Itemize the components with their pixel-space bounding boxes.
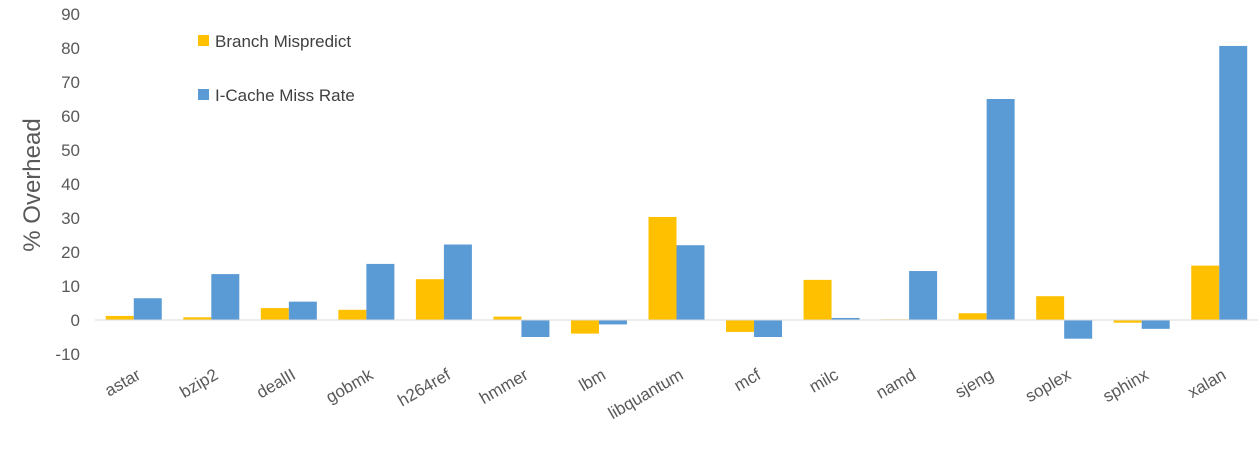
- legend: Branch Mispredict I-Cache Miss Rate: [198, 32, 355, 105]
- y-tick-label: -10: [55, 345, 80, 364]
- x-tick-label: lbm: [576, 365, 609, 395]
- bar-branch-mispredict-gobmk: [338, 309, 367, 320]
- bar-icache-miss-rate-gobmk: [366, 263, 395, 320]
- bar-branch-mispredict-milc: [803, 279, 832, 320]
- legend-label: I-Cache Miss Rate: [215, 86, 355, 105]
- y-tick-label: 20: [61, 243, 80, 262]
- x-tick-label: dealII: [253, 365, 299, 402]
- bar-branch-mispredict-lbm: [570, 320, 599, 334]
- y-axis-label: % Overhead: [19, 118, 46, 251]
- x-tick-label: milc: [806, 365, 842, 397]
- x-tick-label: sphinx: [1100, 365, 1152, 406]
- bar-branch-mispredict-h264ref: [415, 279, 444, 320]
- bar-icache-miss-rate-sjeng: [986, 99, 1015, 320]
- legend-label: Branch Mispredict: [215, 32, 351, 51]
- x-tick-label: h264ref: [394, 365, 454, 410]
- bar-icache-miss-rate-dealii: [288, 301, 317, 320]
- bar-branch-mispredict-sphinx: [1113, 320, 1142, 323]
- y-tick-label: 40: [61, 175, 80, 194]
- bar-icache-miss-rate-h264ref: [443, 244, 472, 320]
- bar-branch-mispredict-soplex: [1036, 296, 1065, 320]
- x-tick-label: bzip2: [177, 365, 222, 402]
- bar-icache-miss-rate-bzip2: [211, 274, 240, 320]
- legend-swatch: [198, 35, 209, 46]
- y-tick-label: 80: [61, 39, 80, 58]
- bars: [105, 45, 1248, 339]
- x-tick-label: xalan: [1185, 365, 1230, 402]
- y-tick-label: 50: [61, 141, 80, 160]
- y-tick-label: 60: [61, 107, 80, 126]
- y-tick-label: 10: [61, 277, 80, 296]
- x-tick-label: sjeng: [952, 365, 997, 402]
- x-tick-label: libquantum: [605, 365, 687, 423]
- bar-branch-mispredict-astar: [105, 315, 134, 320]
- bar-branch-mispredict-xalan: [1191, 265, 1220, 320]
- bar-icache-miss-rate-milc: [831, 317, 860, 320]
- bar-icache-miss-rate-sphinx: [1141, 320, 1170, 329]
- x-tick-label: mcf: [731, 365, 764, 395]
- bar-icache-miss-rate-mcf: [754, 320, 783, 337]
- bar-icache-miss-rate-lbm: [598, 320, 627, 325]
- x-tick-label: namd: [873, 365, 919, 403]
- bar-branch-mispredict-dealii: [260, 308, 289, 320]
- bar-branch-mispredict-hmmer: [493, 316, 522, 320]
- bar-icache-miss-rate-xalan: [1219, 45, 1248, 321]
- bar-icache-miss-rate-namd: [909, 271, 938, 320]
- x-tick-label: hmmer: [476, 365, 532, 408]
- y-tick-label: 0: [71, 311, 80, 330]
- bar-icache-miss-rate-soplex: [1064, 320, 1093, 339]
- x-axis-labels: astar bzip2 dealII gobmk h264ref hmmer lbmlibq…: [102, 365, 1230, 423]
- bar-branch-mispredict-sjeng: [958, 313, 987, 320]
- bar-icache-miss-rate-astar: [133, 298, 162, 320]
- y-tick-label: 30: [61, 209, 80, 228]
- y-tick-label: 70: [61, 73, 80, 92]
- bar-branch-mispredict-bzip2: [183, 317, 212, 320]
- x-tick-label: astar: [102, 365, 145, 401]
- x-tick-label: gobmk: [323, 365, 377, 407]
- x-tick-label: soplex: [1022, 365, 1074, 406]
- bar-branch-mispredict-mcf: [726, 320, 755, 332]
- y-axis-ticks: -10 0 10 20 30 40 50 60 70 80 90: [55, 5, 80, 364]
- bar-branch-mispredict-libquantum: [648, 216, 677, 320]
- legend-swatch: [198, 89, 209, 100]
- y-tick-label: 90: [61, 5, 80, 24]
- bar-icache-miss-rate-libquantum: [676, 245, 705, 320]
- bar-icache-miss-rate-hmmer: [521, 320, 550, 337]
